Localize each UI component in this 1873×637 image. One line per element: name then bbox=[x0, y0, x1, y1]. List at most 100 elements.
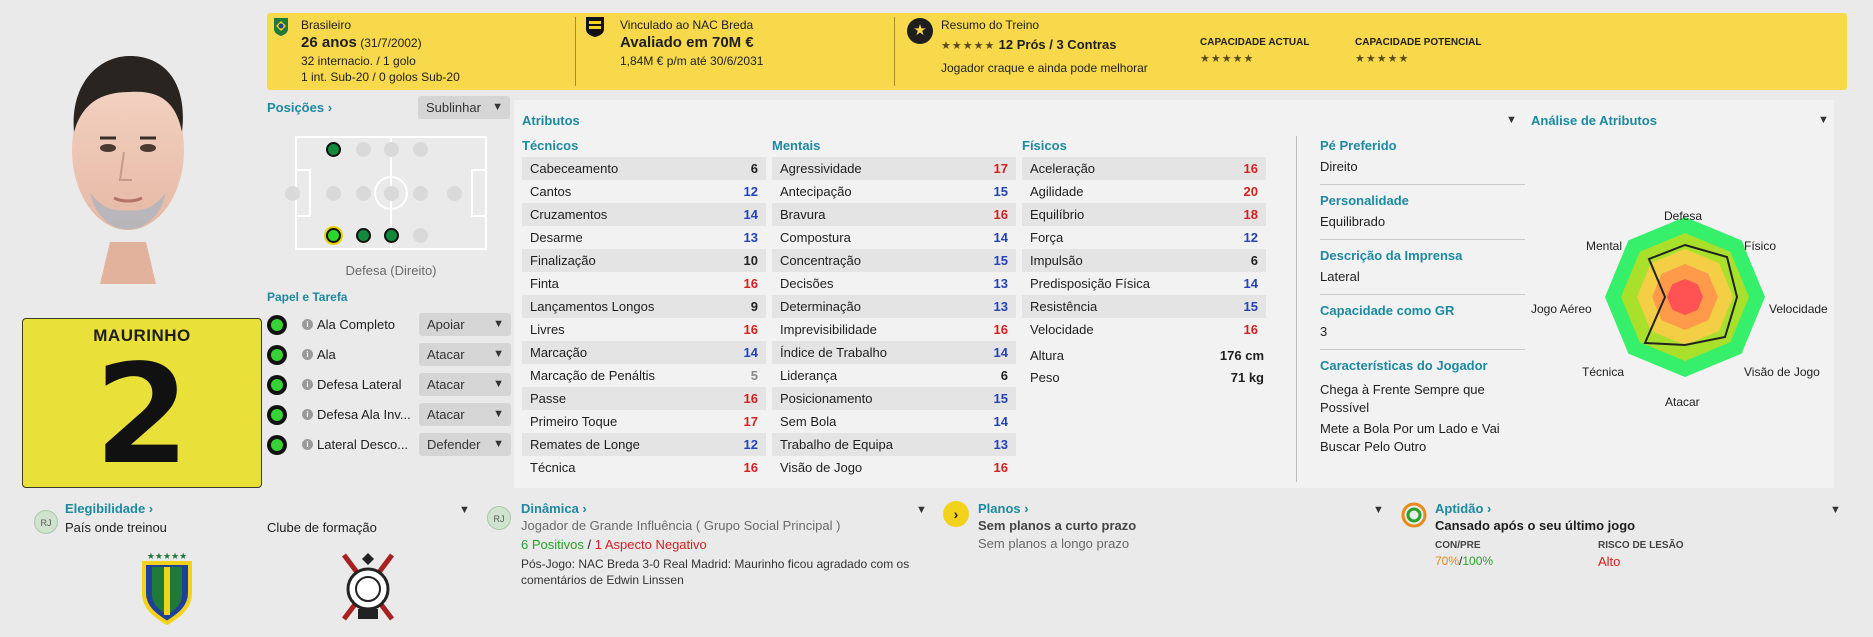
role-name: Defesa Ala Inv... bbox=[317, 407, 411, 422]
position-dot[interactable] bbox=[356, 228, 371, 243]
attribute-name: Remates de Longe bbox=[530, 437, 640, 452]
attribute-row[interactable]: Determinação 13 bbox=[772, 295, 1016, 318]
personality-value[interactable]: Equilibrado bbox=[1320, 214, 1386, 229]
duty-dropdown[interactable]: Atacar ▼ bbox=[419, 403, 511, 426]
attribute-row[interactable]: Livres 16 bbox=[522, 318, 766, 341]
duty-dropdown[interactable]: Defender ▼ bbox=[419, 433, 511, 456]
attribute-row[interactable]: Finta 16 bbox=[522, 272, 766, 295]
trained-country-label: País onde treinou bbox=[65, 520, 167, 535]
position-dot[interactable] bbox=[285, 186, 300, 201]
dynamics-link[interactable]: Dinâmica › bbox=[521, 501, 587, 516]
position-dot[interactable] bbox=[447, 186, 462, 201]
club-line[interactable]: Vinculado ao NAC Breda bbox=[620, 18, 754, 32]
training-title: Resumo do Treino bbox=[941, 18, 1040, 32]
youth-caps[interactable]: 1 int. Sub-20 / 0 golos Sub-20 bbox=[301, 70, 460, 84]
duty-dropdown[interactable]: Atacar ▼ bbox=[419, 343, 511, 366]
player-trait[interactable]: Chega à Frente Sempre que Possível bbox=[1320, 382, 1485, 415]
chevron-right-icon[interactable]: › bbox=[943, 501, 969, 527]
attribute-row[interactable]: Desarme 13 bbox=[522, 226, 766, 249]
position-dot[interactable] bbox=[384, 142, 399, 157]
attribute-row[interactable]: Lançamentos Longos 9 bbox=[522, 295, 766, 318]
attribute-row[interactable]: Marcação 14 bbox=[522, 341, 766, 364]
position-dot[interactable] bbox=[384, 186, 399, 201]
player-trait[interactable]: Mete a Bola Por um Lado e Vai Buscar Pel… bbox=[1320, 421, 1500, 454]
role-row[interactable]: i Ala Completo Apoiar ▼ bbox=[267, 313, 515, 337]
attribute-row[interactable]: Cabeceamento 6 bbox=[522, 157, 766, 180]
fitness-link[interactable]: Aptidão › bbox=[1435, 501, 1492, 516]
attribute-row[interactable]: Agressividade 17 bbox=[772, 157, 1016, 180]
role-row[interactable]: i Defesa Ala Inv... Atacar ▼ bbox=[267, 403, 515, 427]
attribute-row[interactable]: Trabalho de Equipa 13 bbox=[772, 433, 1016, 456]
position-dot[interactable] bbox=[384, 228, 399, 243]
radar-label-fisico: Físico bbox=[1744, 239, 1777, 253]
dynamics-summary[interactable]: 6 Positivos / 1 Aspecto Negativo bbox=[521, 537, 707, 552]
attribute-row[interactable]: Antecipação 15 bbox=[772, 180, 1016, 203]
attribute-row[interactable]: Visão de Jogo 16 bbox=[772, 456, 1016, 479]
attribute-value: 13 bbox=[993, 299, 1008, 314]
attribute-row[interactable]: Concentração 15 bbox=[772, 249, 1016, 272]
chevron-down-icon[interactable]: ▼ bbox=[1373, 504, 1384, 516]
position-dot[interactable] bbox=[413, 186, 428, 201]
duty-dropdown[interactable]: Atacar ▼ bbox=[419, 373, 511, 396]
position-dot[interactable] bbox=[326, 142, 341, 157]
attribute-row[interactable]: Índice de Trabalho 14 bbox=[772, 341, 1016, 364]
info-icon[interactable]: i bbox=[302, 319, 313, 330]
positions-link[interactable]: Posições › bbox=[267, 100, 333, 115]
attribute-row[interactable]: Equilíbrio 18 bbox=[1022, 203, 1266, 226]
attribute-name: Finalização bbox=[530, 253, 596, 268]
plans-link[interactable]: Planos › bbox=[978, 501, 1029, 516]
attribute-row[interactable]: Decisões 13 bbox=[772, 272, 1016, 295]
attribute-row[interactable]: Agilidade 20 bbox=[1022, 180, 1266, 203]
cbf-badge-icon[interactable]: ★★★★★ bbox=[138, 549, 196, 625]
attribute-row[interactable]: Aceleração 16 bbox=[1022, 157, 1266, 180]
info-icon[interactable]: i bbox=[302, 349, 313, 360]
highlight-dropdown[interactable]: Sublinhar ▼ bbox=[418, 96, 510, 119]
attribute-row[interactable]: Primeiro Toque 17 bbox=[522, 410, 766, 433]
attribute-row[interactable]: Finalização 10 bbox=[522, 249, 766, 272]
attribute-row[interactable]: Velocidade 16 bbox=[1022, 318, 1266, 341]
role-row[interactable]: i Ala Atacar ▼ bbox=[267, 343, 515, 367]
attribute-row[interactable]: Resistência 15 bbox=[1022, 295, 1266, 318]
attribute-row[interactable]: Imprevisibilidade 16 bbox=[772, 318, 1016, 341]
international-caps[interactable]: 32 internacio. / 1 golo bbox=[301, 54, 416, 68]
attribute-row[interactable]: Predisposição Física 14 bbox=[1022, 272, 1266, 295]
attribute-row[interactable]: Cantos 12 bbox=[522, 180, 766, 203]
attribute-row[interactable]: Compostura 14 bbox=[772, 226, 1016, 249]
attribute-row[interactable]: Sem Bola 14 bbox=[772, 410, 1016, 433]
position-dot[interactable] bbox=[326, 186, 341, 201]
nac-breda-badge-icon[interactable] bbox=[584, 16, 606, 38]
attribute-row[interactable]: Força 12 bbox=[1022, 226, 1266, 249]
position-dot[interactable] bbox=[413, 142, 428, 157]
position-dot-best[interactable] bbox=[326, 228, 341, 243]
chevron-down-icon[interactable]: ▼ bbox=[459, 504, 470, 516]
duty-dropdown[interactable]: Apoiar ▼ bbox=[419, 313, 511, 336]
position-dot[interactable] bbox=[356, 142, 371, 157]
attribute-row[interactable]: Remates de Longe 12 bbox=[522, 433, 766, 456]
chevron-down-icon[interactable]: ▼ bbox=[1506, 114, 1517, 126]
chevron-down-icon[interactable]: ▼ bbox=[1830, 504, 1841, 516]
attribute-row[interactable]: Liderança 6 bbox=[772, 364, 1016, 387]
attribute-row[interactable]: Técnica 16 bbox=[522, 456, 766, 479]
role-row[interactable]: i Lateral Desco... Defender ▼ bbox=[267, 433, 515, 457]
attribute-row[interactable]: Bravura 16 bbox=[772, 203, 1016, 226]
chevron-down-icon: ▼ bbox=[493, 318, 504, 330]
attribute-row[interactable]: Posicionamento 15 bbox=[772, 387, 1016, 410]
position-dot[interactable] bbox=[356, 186, 371, 201]
star-icon: ★ bbox=[907, 18, 933, 44]
role-suitability-icon bbox=[267, 435, 287, 455]
eligibility-link[interactable]: Elegibilidade › bbox=[65, 501, 154, 516]
corinthians-badge-icon[interactable] bbox=[336, 549, 400, 625]
attribute-value: 9 bbox=[750, 299, 758, 314]
role-row[interactable]: i Defesa Lateral Atacar ▼ bbox=[267, 373, 515, 397]
info-icon[interactable]: i bbox=[302, 439, 313, 450]
attribute-row[interactable]: Impulsão 6 bbox=[1022, 249, 1266, 272]
info-icon[interactable]: i bbox=[302, 379, 313, 390]
pros-cons[interactable]: 12 Prós / 3 Contras bbox=[998, 37, 1117, 52]
chevron-down-icon[interactable]: ▼ bbox=[1818, 114, 1829, 126]
info-icon[interactable]: i bbox=[302, 409, 313, 420]
attribute-row[interactable]: Cruzamentos 14 bbox=[522, 203, 766, 226]
chevron-down-icon[interactable]: ▼ bbox=[916, 504, 927, 516]
attribute-row[interactable]: Passe 16 bbox=[522, 387, 766, 410]
attribute-row[interactable]: Marcação de Penáltis 5 bbox=[522, 364, 766, 387]
position-dot[interactable] bbox=[413, 228, 428, 243]
